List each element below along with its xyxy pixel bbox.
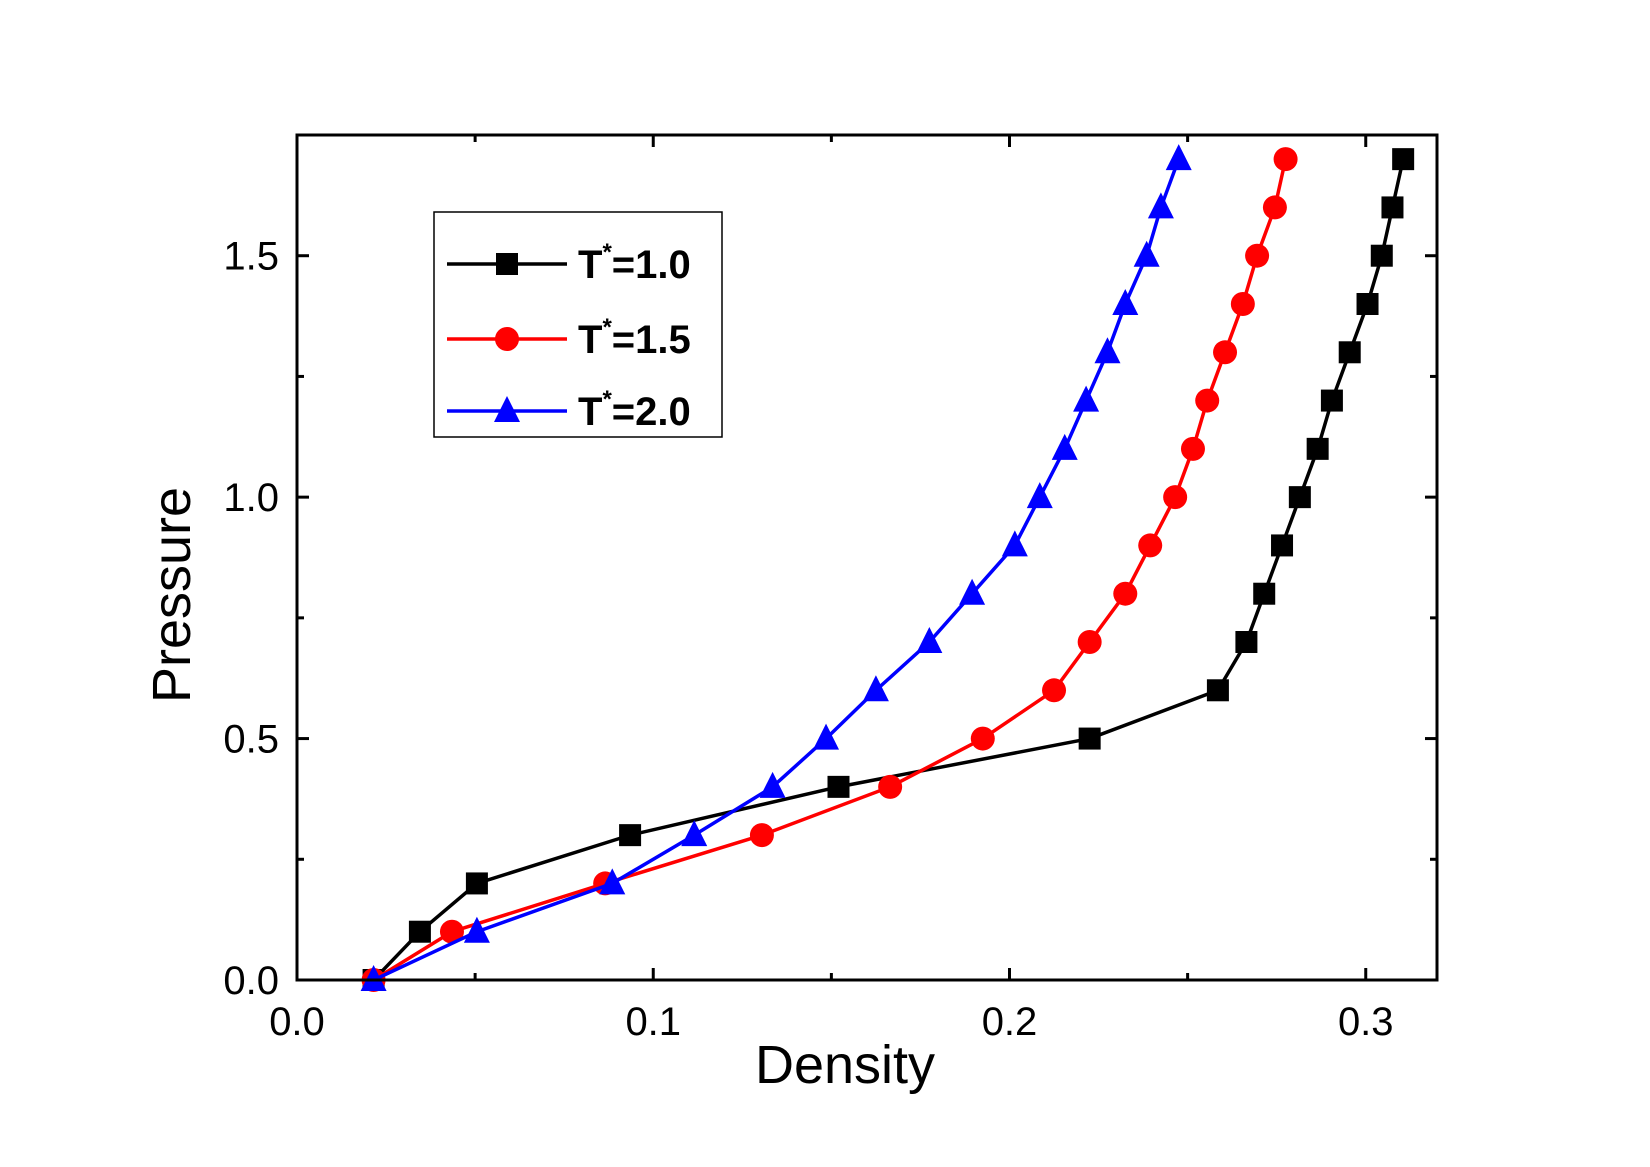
data-point xyxy=(463,916,490,943)
data-point xyxy=(1235,631,1258,653)
data-point xyxy=(1147,192,1174,219)
data-point xyxy=(1320,389,1343,412)
y-tick-label: 1.0 xyxy=(223,476,279,520)
legend-marker xyxy=(495,327,519,351)
data-point xyxy=(1112,289,1139,315)
data-point xyxy=(1073,385,1100,412)
data-point xyxy=(681,820,708,847)
data-point xyxy=(1271,534,1294,557)
data-point xyxy=(1180,436,1205,461)
x-tick-label: 0.2 xyxy=(982,1000,1038,1044)
data-point xyxy=(1026,482,1053,509)
data-point xyxy=(1042,678,1067,703)
data-point xyxy=(1163,485,1188,510)
data-point xyxy=(1133,240,1160,267)
data-point xyxy=(878,774,903,799)
data-point xyxy=(360,965,387,991)
data-point xyxy=(1370,244,1393,267)
data-point xyxy=(827,775,850,798)
x-axis-title: Density xyxy=(755,1035,935,1095)
data-point xyxy=(916,627,943,653)
data-point xyxy=(1306,437,1329,460)
legend-marker xyxy=(494,396,520,422)
data-point xyxy=(1245,243,1270,268)
series-1 xyxy=(362,148,1415,991)
data-point xyxy=(465,872,488,895)
legend-label: T*=2.0 xyxy=(578,386,691,434)
legend-entry-1: T*=1.0 xyxy=(447,239,691,287)
y-axis-title: Pressure xyxy=(142,487,202,703)
data-series xyxy=(360,144,1415,992)
series-line xyxy=(372,158,1181,982)
data-point xyxy=(1051,433,1078,460)
data-point xyxy=(1195,388,1220,413)
tick-labels: 0.0 0.1 0.2 0.3 0.0 0.5 1.0 1.5 xyxy=(223,235,1393,1044)
data-point xyxy=(862,675,889,702)
data-point xyxy=(1338,341,1361,364)
legend: T*=1.0 T*=1.5 T*=2.0 xyxy=(433,211,723,438)
data-point xyxy=(759,771,786,798)
data-point xyxy=(1001,530,1028,557)
y-tick-label: 0.5 xyxy=(223,718,279,762)
data-point xyxy=(1273,147,1298,172)
data-point xyxy=(1078,727,1101,750)
series-3 xyxy=(360,144,1192,991)
data-point xyxy=(1253,582,1276,605)
data-point xyxy=(1356,293,1379,315)
data-point xyxy=(599,868,626,895)
data-point xyxy=(1138,533,1163,558)
legend-entry-2: T*=1.5 xyxy=(447,314,691,362)
data-point xyxy=(813,723,840,750)
data-point xyxy=(439,919,464,944)
legend-entry-3: T*=2.0 xyxy=(447,386,691,434)
plot-frame xyxy=(295,133,1439,982)
legend-frame xyxy=(433,211,723,438)
data-point xyxy=(959,578,986,605)
data-point xyxy=(1206,679,1229,702)
legend-label: T*=1.5 xyxy=(578,314,691,362)
data-point xyxy=(970,726,995,751)
x-tick-label: 0.0 xyxy=(269,1000,325,1044)
data-point xyxy=(1165,144,1192,171)
data-point xyxy=(1392,148,1415,171)
data-point xyxy=(1381,196,1404,219)
legend-label: T*=1.0 xyxy=(578,239,691,287)
data-point xyxy=(1288,486,1311,509)
data-point xyxy=(1094,337,1121,364)
data-point xyxy=(1113,581,1138,606)
series-2 xyxy=(361,147,1298,992)
y-tick-label: 0.0 xyxy=(223,959,279,1003)
y-tick-label: 1.5 xyxy=(223,235,279,279)
data-point xyxy=(1262,195,1287,220)
x-tick-label: 0.3 xyxy=(1338,1000,1394,1044)
x-tick-label: 0.1 xyxy=(625,1000,681,1044)
data-point xyxy=(408,920,431,943)
legend-marker xyxy=(496,253,518,275)
data-point xyxy=(1077,630,1102,654)
data-point xyxy=(1230,292,1255,316)
data-point xyxy=(1213,340,1238,365)
data-point xyxy=(619,824,642,847)
data-point xyxy=(749,823,774,848)
